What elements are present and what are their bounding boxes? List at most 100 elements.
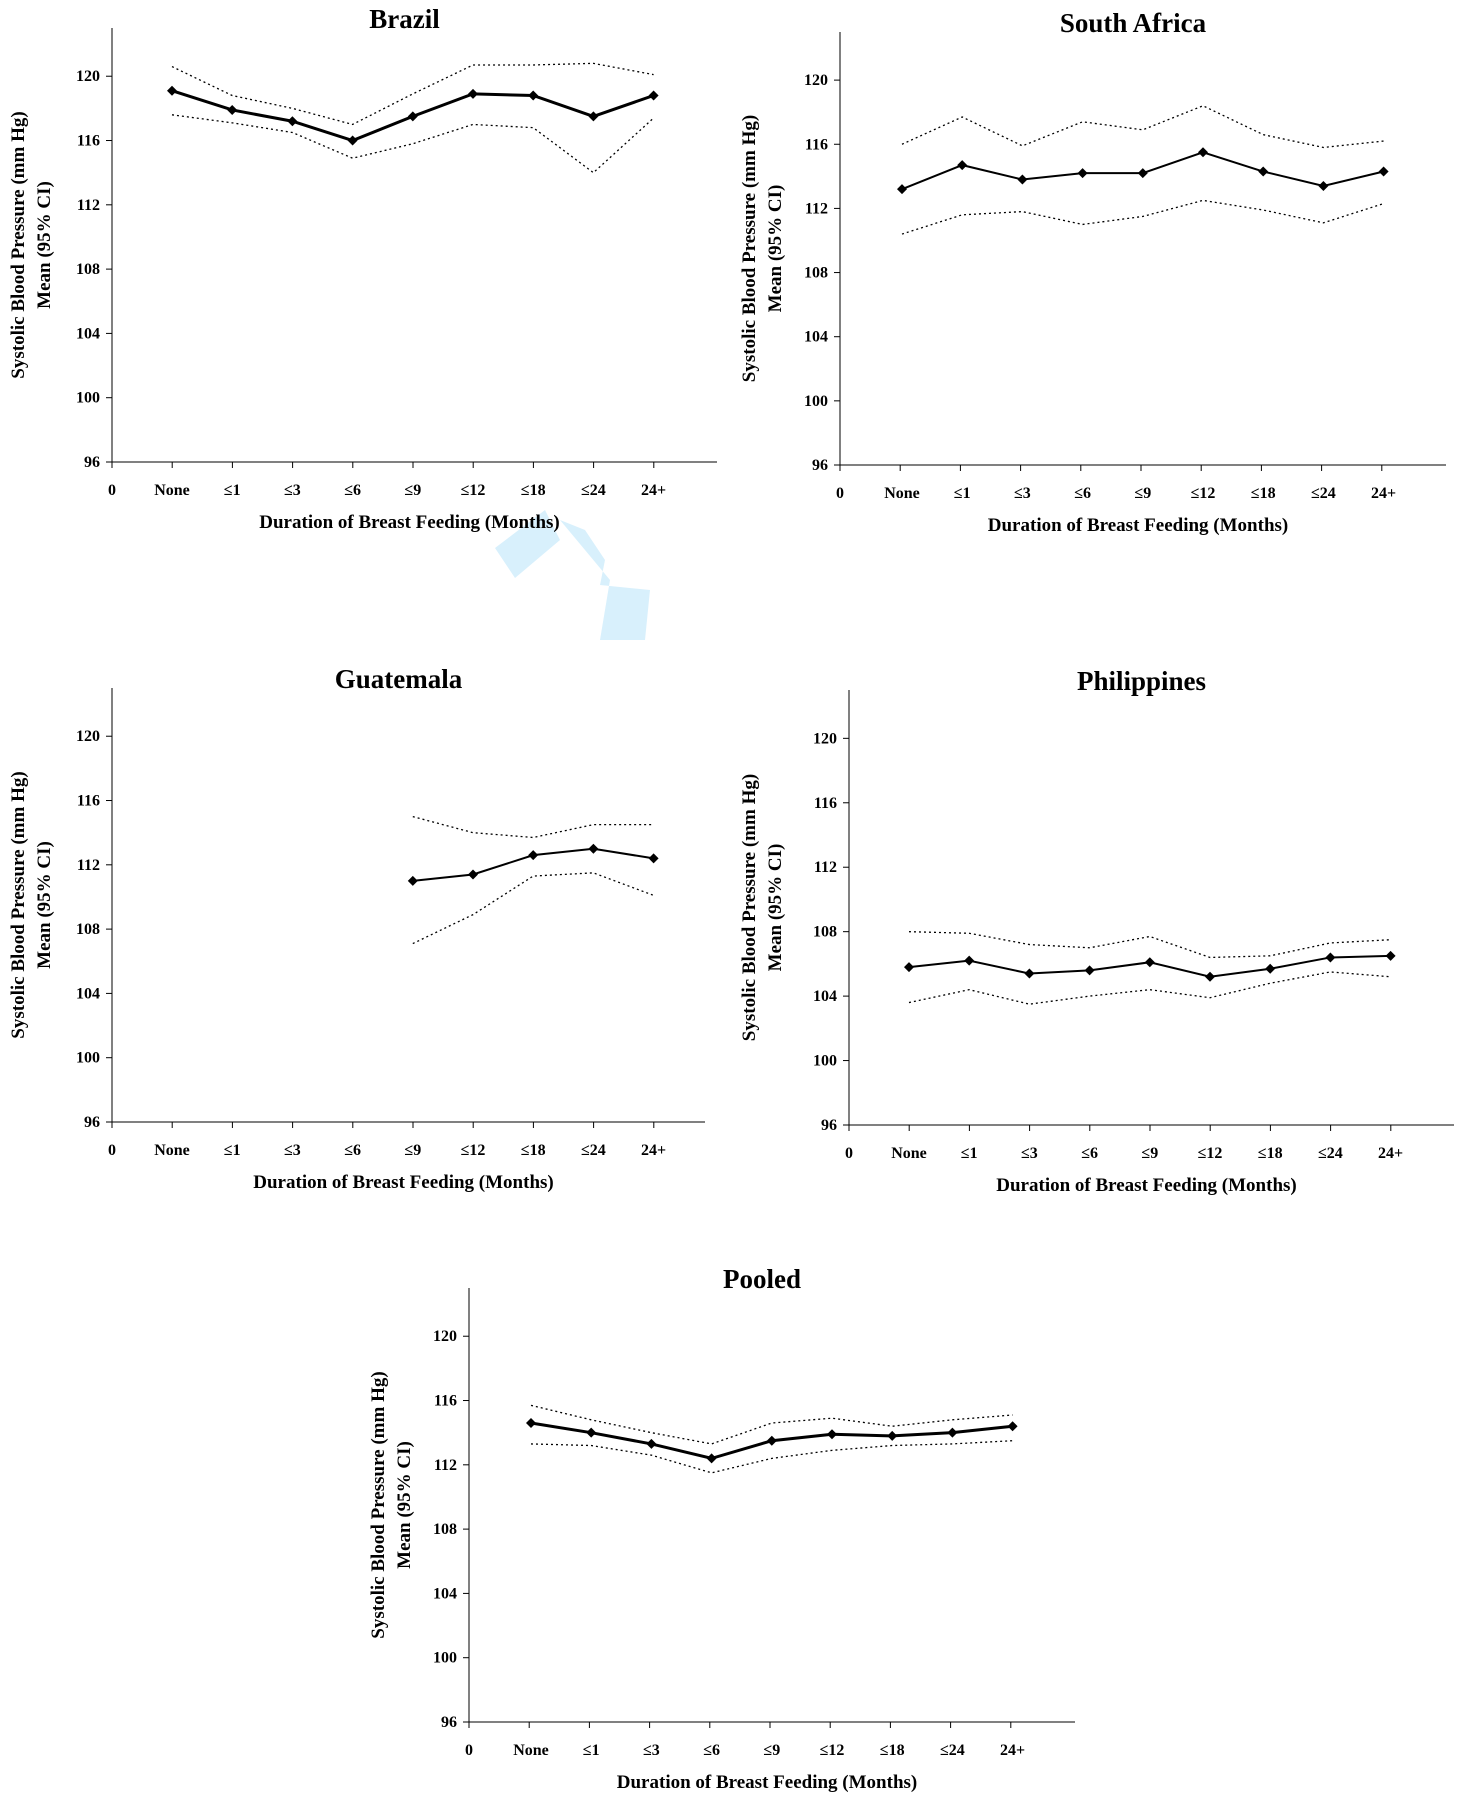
x-tick-label: 24+ [1378,1145,1403,1162]
data-point-marker [407,875,418,886]
x-tick-label: None [891,1145,927,1162]
data-point-marker [897,184,907,195]
data-point-marker [706,1453,717,1464]
chart-title: South Africa [1060,8,1207,38]
x-tick-label: ≤9 [1134,485,1151,502]
x-axis-label: Duration of Breast Feeding (Months) [253,1172,553,1193]
series-line-ci-lower [530,1440,1013,1474]
data-point-marker [1265,963,1276,974]
chart-south-africa: South Africa 96 100 104 108 112 116 120 0 None ≤1 ≤… [739,8,1446,536]
data-point-marker [1017,174,1028,185]
x-tick-label: ≤12 [461,482,486,499]
data-point-marker [167,85,177,96]
chart-title: Philippines [1077,666,1206,696]
y-tick-label: 100 [433,1650,457,1667]
y-axis-label: Systolic Blood Pressure (mm Hg) [739,115,760,382]
data-point-marker [648,853,659,864]
x-origin-label: 0 [465,1742,473,1759]
y-axis-label: Systolic Blood Pressure (mm Hg) [8,771,29,1038]
data-point-marker [588,111,599,122]
x-tick-label: ≤18 [880,1742,905,1759]
x-tick-label: ≤18 [521,1142,546,1159]
data-point-marker [287,116,298,127]
y-tick-label: 96 [84,1114,100,1131]
y-tick-label: 112 [77,857,100,874]
data-point-marker [1198,147,1208,158]
x-tick-label: None [154,482,190,499]
y-tick-label: 116 [77,793,100,810]
x-tick-label: ≤1 [954,485,971,502]
chart-title: Guatemala [335,664,463,694]
y-tick-label: 112 [77,197,100,214]
x-tick-label: 24+ [641,482,666,499]
y-tick-label: 108 [433,1521,457,1538]
y-tick-label: 96 [84,454,100,471]
y-tick-label: 108 [804,265,828,282]
data-point-marker [1325,952,1336,963]
y-axis-label-2: Mean (95% CI) [34,841,55,969]
x-tick-label: ≤1 [224,1142,241,1159]
series-line-ci-upper [901,105,1384,149]
x-origin-label: 0 [108,482,116,499]
x-tick-label: None [154,1142,190,1159]
y-tick-label: 104 [813,988,837,1005]
x-tick-label: ≤24 [1318,1145,1343,1162]
x-tick-label: ≤1 [583,1742,600,1759]
data-point-marker [588,843,599,854]
y-tick-label: 120 [76,68,100,85]
series-line-ci-lower [901,199,1384,235]
x-tick-label: 24+ [1371,485,1396,502]
x-tick-label: None [884,485,920,502]
data-point-marker [1258,166,1269,177]
data-point-marker [947,1427,958,1438]
series-line-ci-upper [171,62,654,126]
x-axis-label: Duration of Breast Feeding (Months) [996,1175,1296,1196]
y-tick-label: 104 [433,1585,457,1602]
data-point-marker [586,1427,597,1438]
y-tick-label: 108 [76,261,100,278]
x-tick-label: ≤3 [284,1142,301,1159]
x-tick-label: 24+ [1000,1742,1025,1759]
y-axis-label-2: Mean (95% CI) [34,181,55,309]
data-point-marker [827,1429,837,1440]
x-tick-label: ≤18 [1251,485,1276,502]
y-tick-label: 100 [76,1050,100,1067]
x-tick-label: None [513,1742,549,1759]
y-tick-label: 116 [805,136,828,153]
data-point-marker [766,1435,777,1446]
x-tick-label: ≤9 [404,482,421,499]
data-point-marker [646,1438,657,1449]
y-tick-label: 96 [441,1714,457,1731]
y-tick-label: 96 [812,457,828,474]
data-point-marker [957,160,968,171]
data-point-marker [1318,180,1329,191]
y-tick-label: 104 [804,329,828,346]
x-tick-label: ≤24 [940,1742,965,1759]
x-tick-label: ≤12 [1198,1145,1223,1162]
y-axis-label: Systolic Blood Pressure (mm Hg) [739,774,760,1041]
y-tick-label: 112 [434,1457,457,1474]
y-tick-label: 108 [813,924,837,941]
x-origin-label: 0 [108,1142,116,1159]
x-tick-label: ≤6 [1081,1145,1098,1162]
data-point-marker [526,1418,536,1429]
x-tick-label: ≤3 [1021,1145,1038,1162]
y-tick-label: 108 [76,921,100,938]
data-point-marker [1144,957,1155,968]
chart-pooled: Pooled 96 100 104 108 112 116 120 0 None ≤1 ≤3 ≤6 ≤9 ≤… [368,1264,1075,1793]
series-line-ci-lower [908,971,1391,1005]
x-tick-label: ≤18 [1258,1145,1283,1162]
data-point-marker [1084,965,1095,976]
data-point-marker [964,955,975,966]
data-point-marker [528,90,539,101]
data-point-marker [1007,1421,1018,1432]
series-line-ci-upper [908,931,1391,959]
x-tick-label: ≤12 [461,1142,486,1159]
x-tick-label: ≤12 [1191,485,1216,502]
y-tick-label: 112 [805,200,828,217]
chart-brazil: Brazil 96 100 104 108 112 116 120 0 None ≤1 ≤3 ≤6 ≤9 ≤… [8,4,717,533]
x-tick-label: ≤6 [344,1142,361,1159]
x-tick-label: ≤12 [820,1742,845,1759]
x-tick-label: ≤1 [961,1145,978,1162]
data-point-marker [1024,968,1035,979]
